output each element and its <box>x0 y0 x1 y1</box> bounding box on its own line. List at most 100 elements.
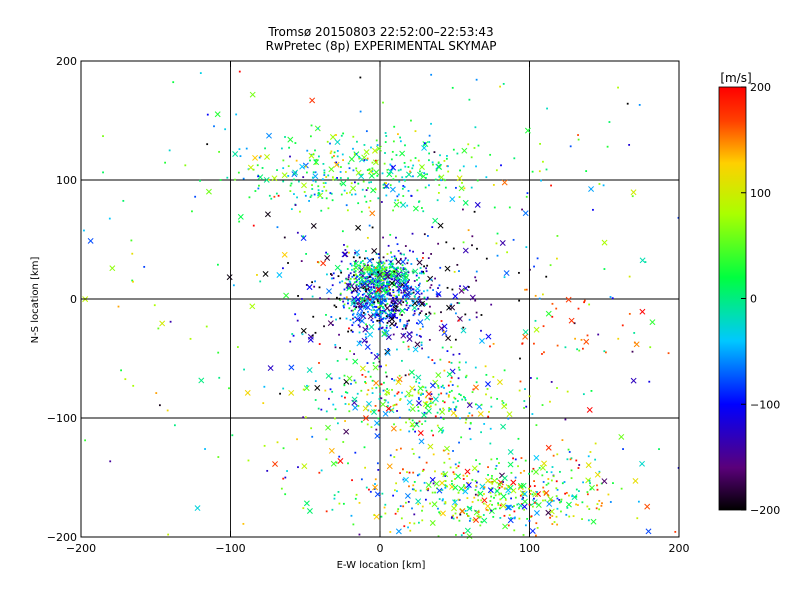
data-point <box>385 182 388 184</box>
data-point <box>330 377 333 380</box>
data-point <box>632 477 639 484</box>
data-point <box>413 421 420 428</box>
data-point <box>412 346 419 353</box>
data-point <box>155 392 158 394</box>
data-point <box>395 278 398 281</box>
data-point <box>507 461 514 468</box>
data-point <box>369 278 376 285</box>
data-point <box>409 159 412 162</box>
data-point <box>485 176 488 179</box>
data-point <box>366 236 369 239</box>
data-point <box>454 512 457 515</box>
data-point <box>480 403 483 406</box>
data-point <box>518 389 521 392</box>
data-point <box>372 283 375 286</box>
data-point <box>461 398 464 401</box>
data-point <box>352 135 355 138</box>
data-point <box>648 380 651 383</box>
data-point <box>377 417 380 420</box>
data-point <box>582 347 584 350</box>
data-point <box>424 420 427 423</box>
data-point <box>478 462 481 465</box>
data-point <box>545 275 548 278</box>
data-point <box>417 521 420 524</box>
data-point <box>384 285 387 288</box>
data-point <box>452 499 458 506</box>
data-point <box>414 489 417 492</box>
data-point <box>507 417 510 420</box>
data-point <box>523 469 526 472</box>
data-point <box>344 403 347 405</box>
data-point <box>430 284 433 286</box>
data-point <box>528 520 531 522</box>
data-point <box>338 502 341 505</box>
data-point <box>373 290 376 293</box>
data-point <box>370 181 372 184</box>
data-point <box>403 282 406 284</box>
data-point <box>469 517 472 520</box>
data-point <box>404 374 407 377</box>
data-point <box>267 365 274 372</box>
data-point <box>194 195 197 198</box>
data-point <box>386 463 393 470</box>
data-point <box>372 362 375 364</box>
data-point <box>404 501 407 504</box>
data-point <box>386 281 388 284</box>
data-point <box>258 184 260 187</box>
data-point <box>391 388 393 391</box>
data-point <box>453 473 456 475</box>
data-point <box>353 278 356 280</box>
data-point <box>499 504 502 507</box>
data-point <box>320 260 327 267</box>
data-point <box>404 492 411 499</box>
data-point <box>300 260 303 262</box>
data-point <box>385 393 388 396</box>
data-point <box>417 385 424 392</box>
data-point <box>475 270 478 273</box>
data-point <box>491 477 498 484</box>
data-point <box>551 499 553 502</box>
data-point <box>286 470 288 472</box>
data-point <box>376 299 379 301</box>
data-point <box>323 174 326 176</box>
data-point <box>411 299 414 302</box>
data-point <box>368 488 370 491</box>
data-point <box>525 405 528 408</box>
data-point <box>481 517 488 524</box>
data-point <box>386 321 389 324</box>
data-point <box>432 396 439 403</box>
data-point <box>421 505 424 508</box>
data-point <box>373 169 380 176</box>
data-point <box>406 331 413 338</box>
data-point <box>289 340 292 343</box>
data-point <box>595 507 598 510</box>
data-point <box>335 134 337 136</box>
data-point <box>342 441 345 443</box>
data-point <box>284 476 287 479</box>
data-point <box>441 346 444 349</box>
data-point <box>552 475 555 478</box>
data-point <box>310 153 313 156</box>
data-point <box>536 526 539 529</box>
data-point <box>404 327 407 330</box>
data-point <box>400 332 407 339</box>
data-point <box>308 152 315 159</box>
data-point <box>420 335 422 338</box>
data-point <box>382 236 384 239</box>
data-point <box>521 491 528 497</box>
data-point <box>362 180 365 183</box>
data-point <box>423 233 426 236</box>
data-point <box>109 265 116 272</box>
data-point <box>473 384 479 391</box>
colorbar-tick-label: −200 <box>750 504 780 517</box>
data-points <box>82 70 680 540</box>
data-point <box>325 251 327 254</box>
data-point <box>510 479 517 486</box>
data-point <box>377 306 380 309</box>
data-point <box>367 293 370 296</box>
data-point <box>490 495 493 498</box>
data-point <box>389 186 396 193</box>
colorbar-tick-label: −100 <box>750 398 780 411</box>
data-point <box>377 313 380 316</box>
data-point <box>450 376 453 379</box>
